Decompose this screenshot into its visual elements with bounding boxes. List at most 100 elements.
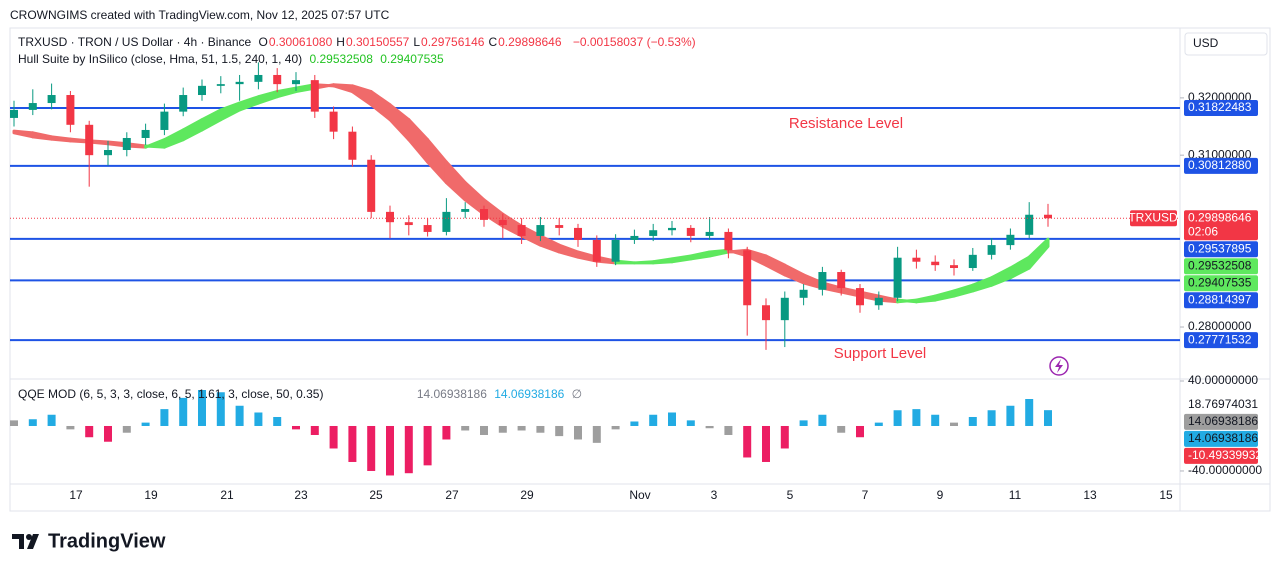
qqe-value-tag-text: 14.06938186 <box>1188 431 1258 445</box>
qqe-bar <box>66 425 75 430</box>
qqe-bar <box>1044 410 1052 426</box>
candle-body <box>686 227 695 236</box>
hull-band <box>332 83 354 94</box>
candle-body <box>574 227 582 240</box>
hull-tag <box>1184 258 1258 275</box>
qqe-bar <box>649 414 658 426</box>
qqe-bar <box>912 409 921 426</box>
level-tag <box>1184 292 1258 309</box>
qqe-bar <box>668 412 676 426</box>
qqe-bar <box>705 425 714 429</box>
hull-value: 0.29407535 <box>380 52 444 66</box>
candle-body <box>630 235 639 240</box>
hull-band <box>162 128 185 149</box>
symbol-tag-text: TRXUSD <box>1128 210 1178 224</box>
credit: CROWNGIMS created with TradingView.com, … <box>10 8 390 22</box>
candle-body <box>592 239 601 262</box>
candle-body <box>1006 234 1015 246</box>
legend-hull: Hull Suite by InSilico (close, Hma, 51, … <box>18 52 448 66</box>
candle-body <box>762 305 770 321</box>
hull-band <box>990 266 1012 287</box>
qqe-bar <box>1025 399 1034 426</box>
candle-body <box>47 95 56 104</box>
ohlc-legend: O0.30061080 H0.30150557 L0.29756146 C0.2989… <box>259 35 566 49</box>
candle-body <box>480 209 488 220</box>
candle-body <box>874 297 883 306</box>
qqe-bar <box>611 425 620 430</box>
hull-tag-text: 0.29407535 <box>1188 275 1252 289</box>
hull-band <box>670 254 693 264</box>
currency: USD <box>1193 36 1219 50</box>
x-tick-label: 23 <box>294 488 308 502</box>
qqe-bar <box>198 390 206 426</box>
hull-band <box>12 129 35 139</box>
hull-tag <box>1184 275 1258 292</box>
hull-band <box>31 131 54 141</box>
qqe-bar <box>517 425 526 431</box>
candle-body <box>348 131 357 160</box>
candle-body <box>404 222 413 226</box>
candle-body <box>310 80 319 112</box>
qqe-bar <box>950 422 958 426</box>
qqe-bar <box>536 425 545 433</box>
hull-band <box>200 108 223 132</box>
x-tick-label: 13 <box>1083 488 1097 502</box>
hull-band <box>952 283 975 298</box>
candle-body <box>818 272 827 290</box>
qqe-bar <box>141 422 150 426</box>
x-tick-label: 19 <box>144 488 158 502</box>
hull-band <box>557 243 580 259</box>
candle-body <box>743 250 752 306</box>
candle-body <box>66 95 75 125</box>
currency-box[interactable] <box>1184 32 1268 56</box>
candle-body <box>85 124 94 156</box>
candle-body <box>386 211 394 223</box>
candle-body <box>423 225 432 232</box>
qqe-upper-tag <box>1184 396 1258 413</box>
logo-text: TradingView <box>48 530 166 552</box>
candle-body <box>912 257 921 262</box>
hull-band <box>689 250 712 261</box>
x-tick-label: Nov <box>629 488 650 502</box>
level-tag-text: 0.30812880 <box>1188 158 1252 172</box>
qqe-bar <box>47 414 56 426</box>
x-tick-label: 21 <box>220 488 234 502</box>
x-tick-label: 5 <box>787 488 794 502</box>
qqe-value: 14.06938186 <box>416 387 487 401</box>
hull-band <box>896 298 918 304</box>
qqe-value-tag <box>1184 413 1258 430</box>
hull-band <box>708 248 730 258</box>
level-tag-text: 0.29537895 <box>1188 241 1252 255</box>
qqe-bar <box>574 425 582 440</box>
qqe-bar <box>968 416 977 426</box>
ohlc-key: H <box>336 35 345 49</box>
hull-band <box>256 90 279 105</box>
symbol-tag <box>1130 210 1177 227</box>
qqe-bar <box>216 392 225 426</box>
qqe-bar <box>686 420 695 426</box>
frame <box>9 27 1271 512</box>
annotation: Support Level <box>834 345 927 362</box>
qqe-bar <box>442 425 451 440</box>
qqe-bar <box>874 422 883 426</box>
x-tick-label: 17 <box>69 488 83 502</box>
y-tick-label: 0.31000000 <box>1188 147 1252 161</box>
qqe-bar <box>179 397 188 426</box>
candle-body <box>517 225 526 236</box>
hull-band <box>764 254 787 277</box>
y-tick-label: 40.00000000 <box>1188 373 1258 387</box>
candle-body <box>104 150 112 156</box>
hull-band <box>914 294 937 304</box>
last-price-tag <box>1184 210 1258 241</box>
level-tag-text: 0.28814397 <box>1188 292 1252 306</box>
qqe-bar <box>28 419 37 426</box>
qqe-bar <box>592 425 601 443</box>
candle-body <box>856 288 864 306</box>
ohlc-value: 0.29756146 <box>421 35 485 49</box>
ohlc-key: L <box>413 35 421 49</box>
level-tag-text: 0.31822483 <box>1188 100 1252 114</box>
qqe-bar <box>235 405 244 426</box>
level-tag <box>1184 332 1258 349</box>
candle-body <box>799 289 808 298</box>
hull-band <box>144 138 166 149</box>
